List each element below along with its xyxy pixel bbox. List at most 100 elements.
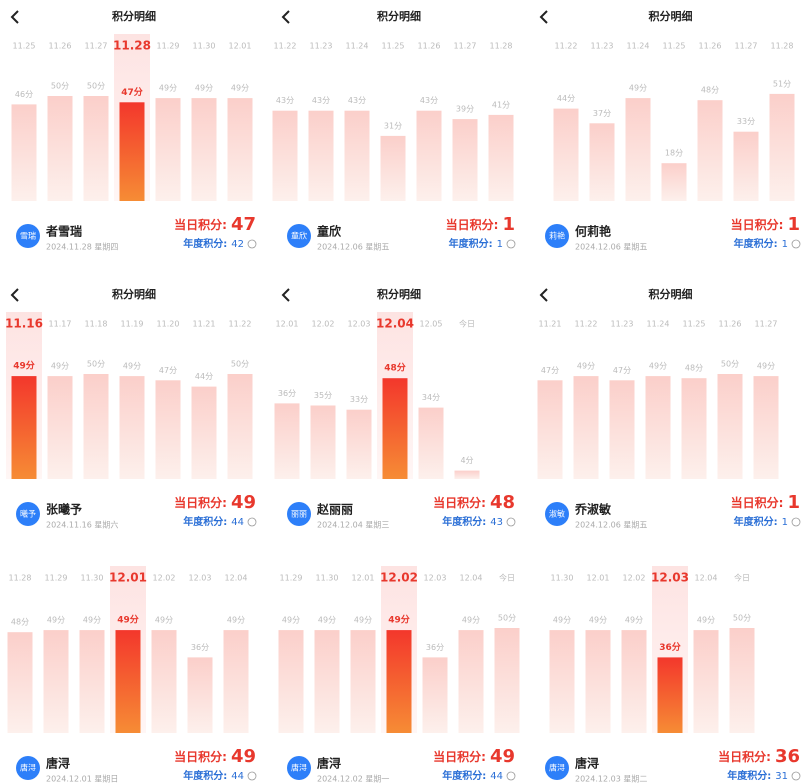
bar[interactable]	[83, 374, 109, 479]
bar[interactable]	[549, 630, 575, 733]
date-label[interactable]: 11.22	[229, 320, 252, 329]
date-label[interactable]: 12.01	[587, 574, 610, 583]
date-label[interactable]: 11.25	[663, 42, 686, 51]
bar[interactable]	[344, 110, 370, 201]
bar[interactable]	[458, 630, 484, 733]
date-label[interactable]: 12.03	[424, 574, 447, 583]
date-label[interactable]: 11.22	[274, 42, 297, 51]
date-label[interactable]: 11.28	[113, 39, 151, 53]
bar[interactable]	[43, 630, 69, 733]
date-label[interactable]: 12.02	[623, 574, 646, 583]
date-label[interactable]: 11.22	[555, 42, 578, 51]
info-icon[interactable]	[791, 517, 801, 527]
date-label[interactable]: 11.27	[454, 42, 477, 51]
date-label[interactable]: 12.01	[276, 320, 299, 329]
bar[interactable]	[11, 376, 37, 479]
back-button[interactable]	[281, 288, 290, 302]
bar[interactable]	[11, 104, 37, 201]
date-label[interactable]: 11.28	[771, 42, 794, 51]
bar[interactable]	[452, 119, 478, 201]
date-label[interactable]: 12.04	[460, 574, 483, 583]
date-label[interactable]: 12.03	[348, 320, 371, 329]
date-label[interactable]: 11.19	[121, 320, 144, 329]
bar[interactable]	[488, 114, 514, 201]
bar[interactable]	[151, 630, 177, 733]
back-button[interactable]	[539, 288, 548, 302]
info-icon[interactable]	[247, 517, 257, 527]
date-label[interactable]: 11.27	[755, 320, 778, 329]
bar[interactable]	[155, 380, 181, 479]
date-label[interactable]: 11.16	[5, 317, 43, 331]
bar[interactable]	[382, 378, 408, 479]
date-label[interactable]: 11.30	[81, 574, 104, 583]
bar[interactable]	[308, 110, 334, 201]
date-label[interactable]: 11.21	[193, 320, 216, 329]
date-label[interactable]: 11.26	[699, 42, 722, 51]
date-label[interactable]: 今日	[499, 573, 515, 583]
info-icon[interactable]	[506, 517, 516, 527]
date-label[interactable]: 12.01	[109, 571, 147, 585]
date-label[interactable]: 11.30	[193, 42, 216, 51]
date-label[interactable]: 11.28	[490, 42, 513, 51]
bar[interactable]	[661, 163, 687, 201]
date-label[interactable]: 11.23	[591, 42, 614, 51]
bar[interactable]	[621, 630, 647, 733]
bar[interactable]	[697, 100, 723, 201]
bar[interactable]	[494, 628, 520, 733]
date-label[interactable]: 12.04	[225, 574, 248, 583]
bar[interactable]	[191, 386, 217, 479]
bar[interactable]	[187, 657, 213, 733]
bar[interactable]	[119, 376, 145, 479]
date-label[interactable]: 11.21	[539, 320, 562, 329]
date-label[interactable]: 11.28	[9, 574, 32, 583]
bar[interactable]	[191, 98, 217, 201]
bar[interactable]	[537, 380, 563, 479]
date-label[interactable]: 11.30	[551, 574, 574, 583]
date-label[interactable]: 11.25	[683, 320, 706, 329]
bar[interactable]	[119, 102, 145, 201]
date-label[interactable]: 12.04	[695, 574, 718, 583]
back-button[interactable]	[10, 288, 19, 302]
bar[interactable]	[422, 657, 448, 733]
date-label[interactable]: 12.03	[651, 571, 689, 585]
bar[interactable]	[585, 630, 611, 733]
date-label[interactable]: 11.18	[85, 320, 108, 329]
bar[interactable]	[454, 470, 480, 479]
date-label[interactable]: 11.25	[382, 42, 405, 51]
bar[interactable]	[350, 630, 376, 733]
bar[interactable]	[155, 98, 181, 201]
date-label[interactable]: 12.01	[352, 574, 375, 583]
date-label[interactable]: 11.27	[85, 42, 108, 51]
bar[interactable]	[79, 630, 105, 733]
date-label[interactable]: 11.24	[627, 42, 650, 51]
date-label[interactable]: 11.23	[611, 320, 634, 329]
date-label[interactable]: 11.23	[310, 42, 333, 51]
date-label[interactable]: 12.01	[229, 42, 252, 51]
bar[interactable]	[553, 108, 579, 201]
info-icon[interactable]	[506, 771, 516, 781]
date-label[interactable]: 12.02	[312, 320, 335, 329]
bar[interactable]	[769, 93, 795, 201]
bar[interactable]	[278, 630, 304, 733]
bar[interactable]	[733, 131, 759, 201]
bar[interactable]	[274, 403, 300, 479]
date-label[interactable]: 11.25	[13, 42, 36, 51]
bar[interactable]	[589, 123, 615, 201]
bar[interactable]	[83, 96, 109, 201]
bar[interactable]	[223, 630, 249, 733]
bar[interactable]	[115, 630, 141, 733]
bar[interactable]	[625, 98, 651, 201]
bar[interactable]	[753, 376, 779, 479]
back-button[interactable]	[281, 10, 290, 24]
bar[interactable]	[310, 405, 336, 480]
bar[interactable]	[609, 380, 635, 479]
date-label[interactable]: 今日	[734, 573, 750, 583]
back-button[interactable]	[539, 10, 548, 24]
info-icon[interactable]	[247, 771, 257, 781]
date-label[interactable]: 今日	[459, 319, 475, 329]
date-label[interactable]: 11.30	[316, 574, 339, 583]
date-label[interactable]: 11.17	[49, 320, 72, 329]
bar[interactable]	[47, 96, 73, 201]
bar[interactable]	[314, 630, 340, 733]
bar[interactable]	[573, 376, 599, 479]
